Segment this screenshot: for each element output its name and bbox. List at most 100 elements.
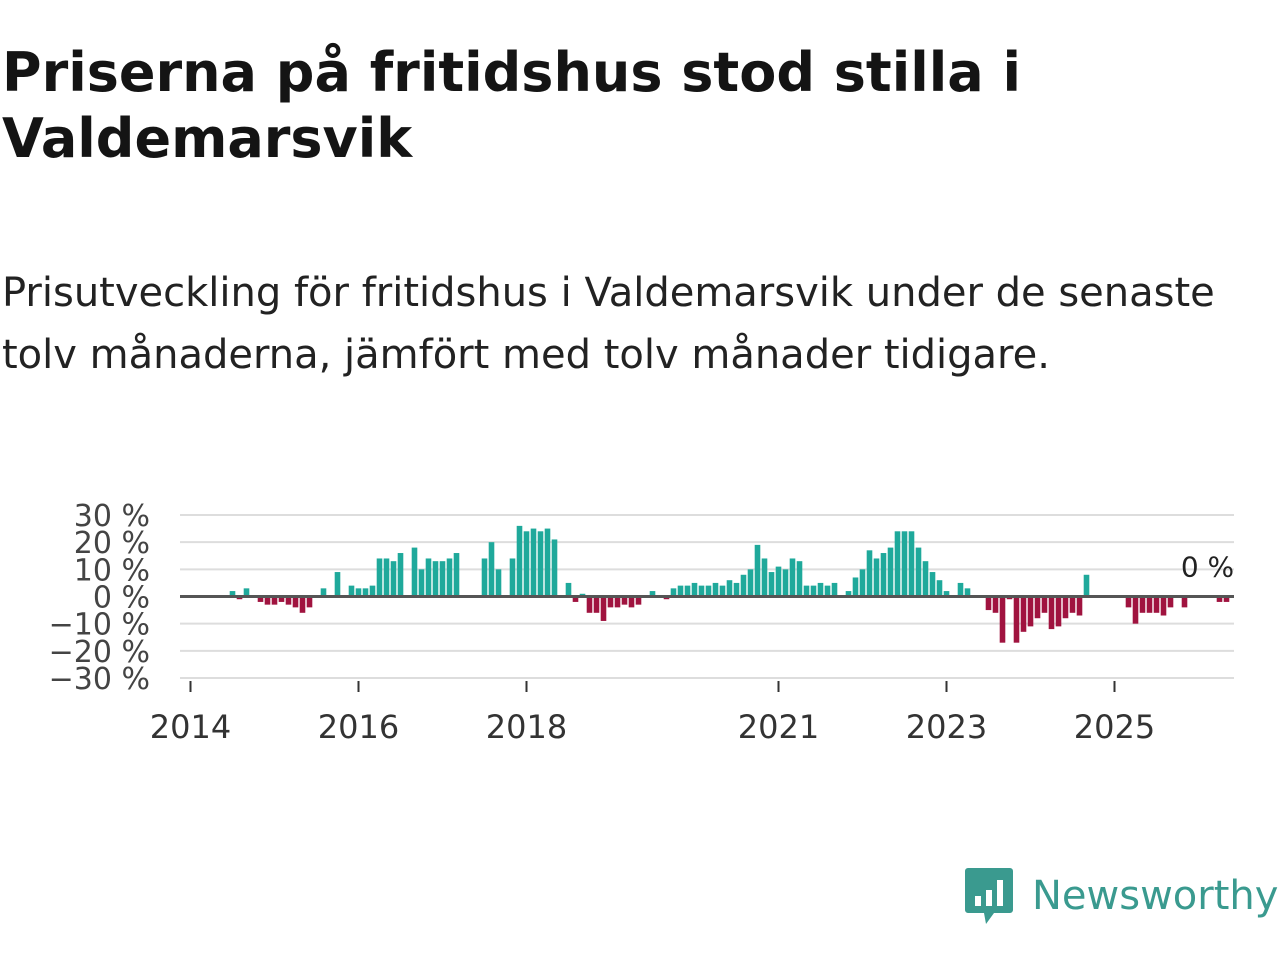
x-tick-label: 2016 [318, 708, 399, 746]
bar [229, 591, 236, 597]
bar [1069, 596, 1076, 613]
bar [418, 569, 425, 597]
bar [551, 539, 558, 597]
y-tick-label: 10 % [74, 553, 150, 588]
bar [607, 596, 614, 608]
y-tick-label: −30 % [49, 662, 150, 697]
bar [1139, 596, 1146, 613]
bar [628, 596, 635, 608]
bar [243, 588, 250, 597]
x-tick-label: 2018 [486, 708, 567, 746]
bar [390, 561, 397, 597]
bar [453, 553, 460, 597]
bar [712, 582, 719, 597]
bar [929, 572, 936, 597]
bar [271, 596, 278, 605]
bar [740, 574, 747, 597]
newsworthy-logo: Newsworthy [964, 866, 1278, 926]
bar [425, 558, 432, 597]
bar [747, 569, 754, 597]
chart-subtitle: Prisutveckling för fritidshus i Valdemar… [2, 270, 1215, 378]
bar [733, 582, 740, 597]
bar [845, 591, 852, 597]
bar [586, 596, 593, 613]
x-tick-label: 2021 [738, 708, 819, 746]
y-tick-label: −20 % [49, 635, 150, 670]
bar [516, 525, 523, 597]
bars [229, 525, 1230, 643]
bar [495, 569, 502, 597]
bar [397, 553, 404, 597]
bar [677, 585, 684, 597]
bar [684, 585, 691, 597]
bar [299, 596, 306, 613]
y-tick-label: 20 % [74, 526, 150, 561]
bar-chart: 30 %20 %10 %0 %−10 %−20 %−30 % 2014 2016 2… [49, 499, 1235, 746]
bar [803, 585, 810, 597]
bar [1132, 596, 1139, 624]
x-axis: 2014 2016 2018 2021 2023 2025 [150, 681, 1155, 746]
bar [411, 547, 418, 597]
bar [432, 561, 439, 597]
bar [1076, 596, 1083, 616]
bar [1181, 596, 1188, 608]
bar [985, 596, 992, 611]
bar [565, 582, 572, 597]
bar [383, 558, 390, 597]
bar [866, 550, 873, 597]
bar [635, 596, 642, 605]
bar [852, 577, 859, 597]
bar [530, 528, 537, 597]
bar [278, 596, 285, 602]
bar [593, 596, 600, 613]
bar [355, 588, 362, 597]
bar [488, 542, 495, 597]
bar [726, 580, 733, 597]
y-tick-label: −10 % [49, 608, 150, 643]
bar [796, 561, 803, 597]
bar [831, 582, 838, 597]
bar [369, 585, 376, 597]
bar [292, 596, 299, 608]
newsworthy-wordmark: Newsworthy [1032, 873, 1279, 919]
bar [810, 585, 817, 597]
bar [922, 561, 929, 597]
bar [257, 596, 264, 602]
bar [1160, 596, 1167, 616]
bar [362, 588, 369, 597]
bar [705, 585, 712, 597]
bar [901, 531, 908, 597]
newsworthy-logo-icon [965, 868, 1013, 924]
bar [887, 547, 894, 597]
bar [523, 531, 530, 597]
chart-title: Priserna på fritidshus stod stilla i Val… [2, 41, 1022, 170]
bar [537, 531, 544, 597]
bar [719, 585, 726, 597]
bar [1027, 596, 1034, 627]
bar [936, 580, 943, 597]
bar [768, 572, 775, 597]
bar [775, 566, 782, 597]
bar [509, 558, 516, 597]
last-value-annotation: 0 % [1181, 551, 1234, 584]
bar [544, 528, 551, 597]
bar [789, 558, 796, 597]
x-tick-label: 2023 [906, 708, 987, 746]
bar [572, 596, 579, 602]
bar [348, 585, 355, 597]
bar [1013, 596, 1020, 643]
bar [817, 582, 824, 597]
bar [698, 585, 705, 597]
y-tick-label: 30 % [74, 499, 150, 534]
bar [943, 591, 950, 597]
bar [446, 558, 453, 597]
bar [614, 596, 621, 608]
bar [670, 588, 677, 597]
y-tick-label: 0 % [93, 581, 150, 616]
x-tick-label: 2025 [1074, 708, 1155, 746]
bar [439, 561, 446, 597]
bar [1153, 596, 1160, 613]
bar [1216, 596, 1223, 602]
bar [761, 558, 768, 597]
bar [824, 585, 831, 597]
